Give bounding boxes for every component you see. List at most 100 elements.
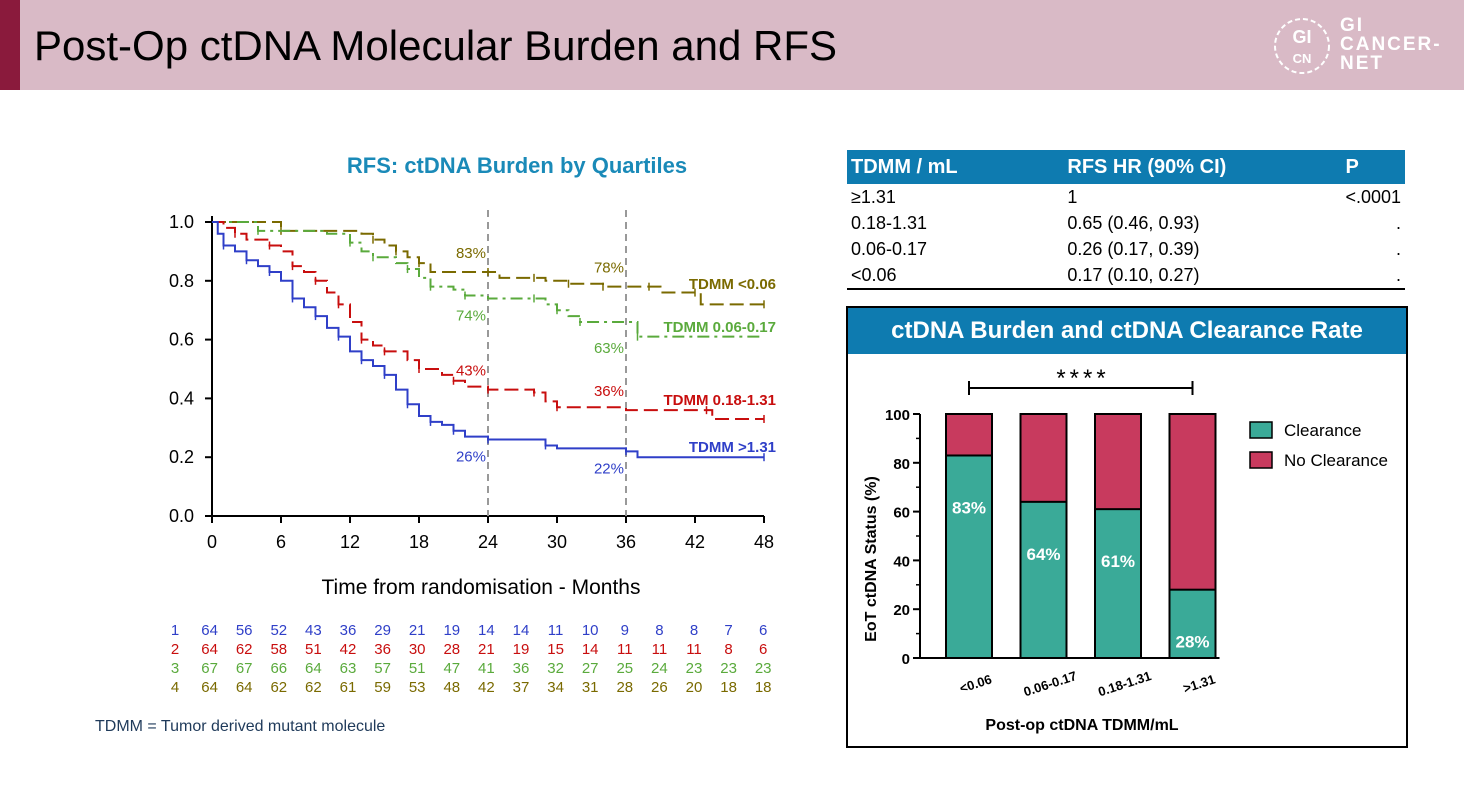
- risk-cell: 8: [655, 622, 663, 639]
- risk-cell: 8: [724, 641, 732, 658]
- bar-value-label: 28%: [1175, 633, 1209, 652]
- bar-category-label: 0.06-0.17: [1022, 668, 1079, 699]
- km-percent-label: 26%: [456, 449, 486, 466]
- hr-cell: .: [1395, 238, 1401, 259]
- legend-swatch: [1249, 421, 1273, 439]
- bar-clearance: [1168, 588, 1217, 659]
- risk-cell: 28: [443, 641, 460, 658]
- hr-table-header: TDMM / mL RFS HR (90% CI) P: [847, 150, 1405, 184]
- header-accent: [0, 0, 20, 90]
- table-row: ≥1.31 1 <.0001: [847, 184, 1405, 210]
- risk-cell: 24: [651, 660, 668, 677]
- risk-cell: 23: [720, 660, 737, 677]
- hr-cell: .: [1341, 262, 1405, 290]
- km-x-tick-label: 24: [478, 532, 498, 552]
- km-percent-label: 74%: [456, 307, 486, 324]
- risk-cell: 23: [755, 660, 772, 677]
- risk-row-id: 1: [171, 622, 179, 639]
- risk-cell: 8: [690, 622, 698, 639]
- risk-cell: 62: [305, 679, 322, 696]
- clearance-bar-chart: **** 02040608010083%<0.0664%0.06-0.1761%…: [863, 365, 1388, 734]
- risk-cell: 6: [759, 641, 767, 658]
- risk-cell: 20: [686, 679, 703, 696]
- hr-cell: 0.26 (0.17, 0.39): [1067, 238, 1200, 259]
- bar-clearance: [1019, 500, 1068, 659]
- risk-cell: 11: [617, 641, 633, 658]
- risk-cell: 41: [478, 660, 495, 677]
- risk-cell: 67: [236, 660, 253, 677]
- page-title: Post-Op ctDNA Molecular Burden and RFS: [34, 22, 838, 69]
- risk-cell: 36: [513, 660, 530, 677]
- risk-cell: 51: [409, 660, 426, 677]
- risk-cell: 64: [305, 660, 322, 677]
- hr-cell: 1: [1067, 186, 1078, 207]
- risk-cell: 59: [374, 679, 391, 696]
- risk-cell: 31: [582, 679, 599, 696]
- km-series-label: TDMM 0.18-1.31: [663, 392, 776, 409]
- risk-cell: 6: [759, 622, 767, 639]
- bar-value-label: 64%: [1026, 545, 1060, 564]
- hr-cell: <.0001: [1345, 186, 1401, 207]
- km-percent-label: 78%: [594, 260, 624, 277]
- clearance-title: ctDNA Burden and ctDNA Clearance Rate: [848, 308, 1406, 354]
- hr-col-hr: RFS HR (90% CI): [1063, 150, 1342, 184]
- risk-cell: 28: [616, 679, 633, 696]
- risk-cell: 30: [409, 641, 426, 658]
- bar-category-label: 0.18-1.31: [1096, 668, 1153, 699]
- hr-cell: .: [1395, 212, 1401, 233]
- logo-line-3: NET: [1340, 53, 1384, 74]
- bar-clearance: [945, 454, 993, 660]
- risk-cell: 64: [201, 641, 218, 658]
- legend-label: No Clearance: [1284, 451, 1388, 470]
- km-x-tick-label: 6: [276, 532, 286, 552]
- footnote: TDMM = Tumor derived mutant molecule: [95, 718, 386, 735]
- bar-value-label: 83%: [952, 498, 986, 517]
- risk-cell: 62: [236, 641, 253, 658]
- km-percent-label: 43%: [456, 363, 486, 380]
- bar-clearance: [1094, 508, 1142, 659]
- hr-cell: 0.65 (0.46, 0.93): [1067, 212, 1200, 233]
- risk-cell: 53: [409, 679, 426, 696]
- km-x-tick-label: 48: [754, 532, 774, 552]
- risk-row-id: 3: [171, 660, 179, 677]
- km-x-axis-label: Time from randomisation - Months: [322, 576, 641, 599]
- risk-cell: 11: [548, 622, 564, 639]
- logo-line-1: GI: [1340, 15, 1365, 36]
- km-x-tick-label: 0: [207, 532, 217, 552]
- bar-category-label: >1.31: [1181, 672, 1217, 696]
- risk-cell: 36: [374, 641, 391, 658]
- legend-swatch: [1249, 451, 1273, 469]
- km-series-line: [212, 221, 764, 459]
- risk-cell: 64: [201, 679, 218, 696]
- km-y-tick-label: 0.8: [169, 271, 194, 291]
- bar-y-axis-label: EoT ctDNA Status (%): [863, 476, 880, 642]
- risk-cell: 61: [340, 679, 357, 696]
- km-percent-label: 36%: [594, 383, 624, 400]
- km-x-tick-label: 30: [547, 532, 567, 552]
- hr-cell: <0.06: [847, 262, 1064, 290]
- km-series-line: [212, 221, 764, 420]
- bar-y-tick-label: 20: [893, 602, 910, 619]
- km-chart: RFS: ctDNA Burden by Quartiles 0 6 12 18 24 3…: [169, 153, 776, 696]
- risk-cell: 19: [443, 622, 460, 639]
- bar-y-tick-label: 60: [893, 505, 910, 522]
- km-x-tick-label: 12: [340, 532, 360, 552]
- risk-cell: 34: [547, 679, 564, 696]
- hr-cell: ≥1.31: [851, 186, 896, 207]
- risk-cell: 64: [236, 679, 253, 696]
- risk-cell: 36: [340, 622, 357, 639]
- hr-col-tdmm: TDMM / mL: [847, 150, 1064, 184]
- risk-cell: 42: [478, 679, 495, 696]
- gi-cancer-net-logo: GI CN: [1274, 18, 1330, 74]
- hr-cell: 0.17 (0.10, 0.27): [1063, 262, 1342, 290]
- logo-mark-bottom: CN: [1293, 51, 1312, 66]
- km-percent-label: 83%: [456, 245, 486, 262]
- risk-cell: 14: [478, 622, 495, 639]
- risk-cell: 64: [201, 622, 218, 639]
- bar-value-label: 61%: [1101, 552, 1135, 571]
- risk-cell: 26: [651, 679, 668, 696]
- bar-y-tick-label: 0: [902, 651, 910, 668]
- table-row: 0.06-0.17 0.26 (0.17, 0.39) .: [847, 236, 1405, 262]
- bar-x-axis-label: Post-op ctDNA TDMM/mL: [985, 717, 1178, 734]
- risk-cell: 11: [686, 641, 702, 658]
